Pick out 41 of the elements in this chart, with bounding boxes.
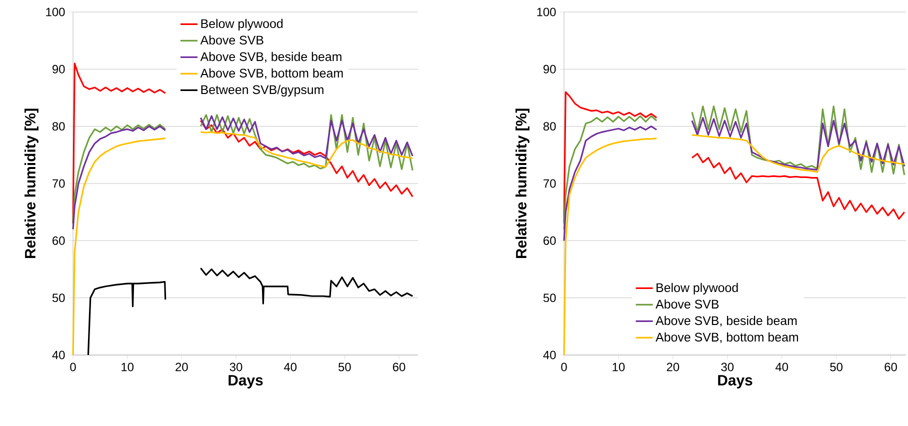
x-tick-label: 60	[884, 362, 897, 372]
x-tick-label: 20	[666, 362, 680, 372]
x-tick-label: 60	[392, 362, 406, 372]
x-tick-label: 40	[775, 362, 788, 372]
x-tick-label: 0	[70, 362, 76, 372]
y-tick-label: 70	[544, 179, 556, 188]
y-tick-label: 60	[544, 236, 556, 245]
legend-label: Above SVB, bottom beam	[200, 68, 343, 80]
y-tick-label: 100	[537, 8, 556, 16]
legend-label: Above SVB, beside beam	[200, 52, 342, 63]
y-axis-title: Relative humidity [%]	[516, 108, 530, 258]
x-tick-label: 0	[561, 362, 567, 372]
x-tick-label: 50	[830, 362, 842, 372]
legend-label: Between SVB/gypsum	[201, 84, 324, 97]
y-tick-label: 50	[52, 294, 65, 302]
y-tick-label: 80	[52, 122, 65, 131]
y-tick-label: 50	[543, 294, 556, 302]
legend-label: Above SVB, bottom beam	[656, 332, 798, 344]
x-axis-title: Days	[228, 375, 263, 388]
x-tick-label: 50	[338, 362, 351, 372]
y-tick-label: 90	[52, 64, 65, 74]
x-axis-title: Days	[718, 375, 752, 388]
y-tick-label: 80	[543, 122, 556, 131]
x-tick-label: 10	[122, 362, 134, 372]
y-tick-label: 100	[46, 8, 65, 16]
legend-label: Above SVB	[200, 35, 264, 45]
y-tick-label: 90	[544, 64, 556, 74]
legend-label: Above SVB, beside beam	[656, 316, 797, 327]
y-tick-label: 60	[52, 236, 65, 245]
y-tick-label: 40	[543, 350, 556, 360]
y-tick-label: 70	[52, 179, 65, 188]
x-tick-label: 20	[176, 362, 188, 372]
legend-label: Below plywood	[201, 18, 283, 31]
y-tick-label: 40	[52, 350, 65, 360]
x-tick-label: 30	[230, 362, 242, 372]
legend-label: Above SVB	[656, 299, 719, 309]
x-tick-label: 30	[721, 362, 734, 372]
legend-label: Below plywood	[656, 282, 738, 295]
y-axis-title: Relative humidity [%]	[24, 108, 38, 258]
x-tick-label: 10	[612, 362, 625, 372]
x-tick-label: 40	[284, 362, 297, 372]
